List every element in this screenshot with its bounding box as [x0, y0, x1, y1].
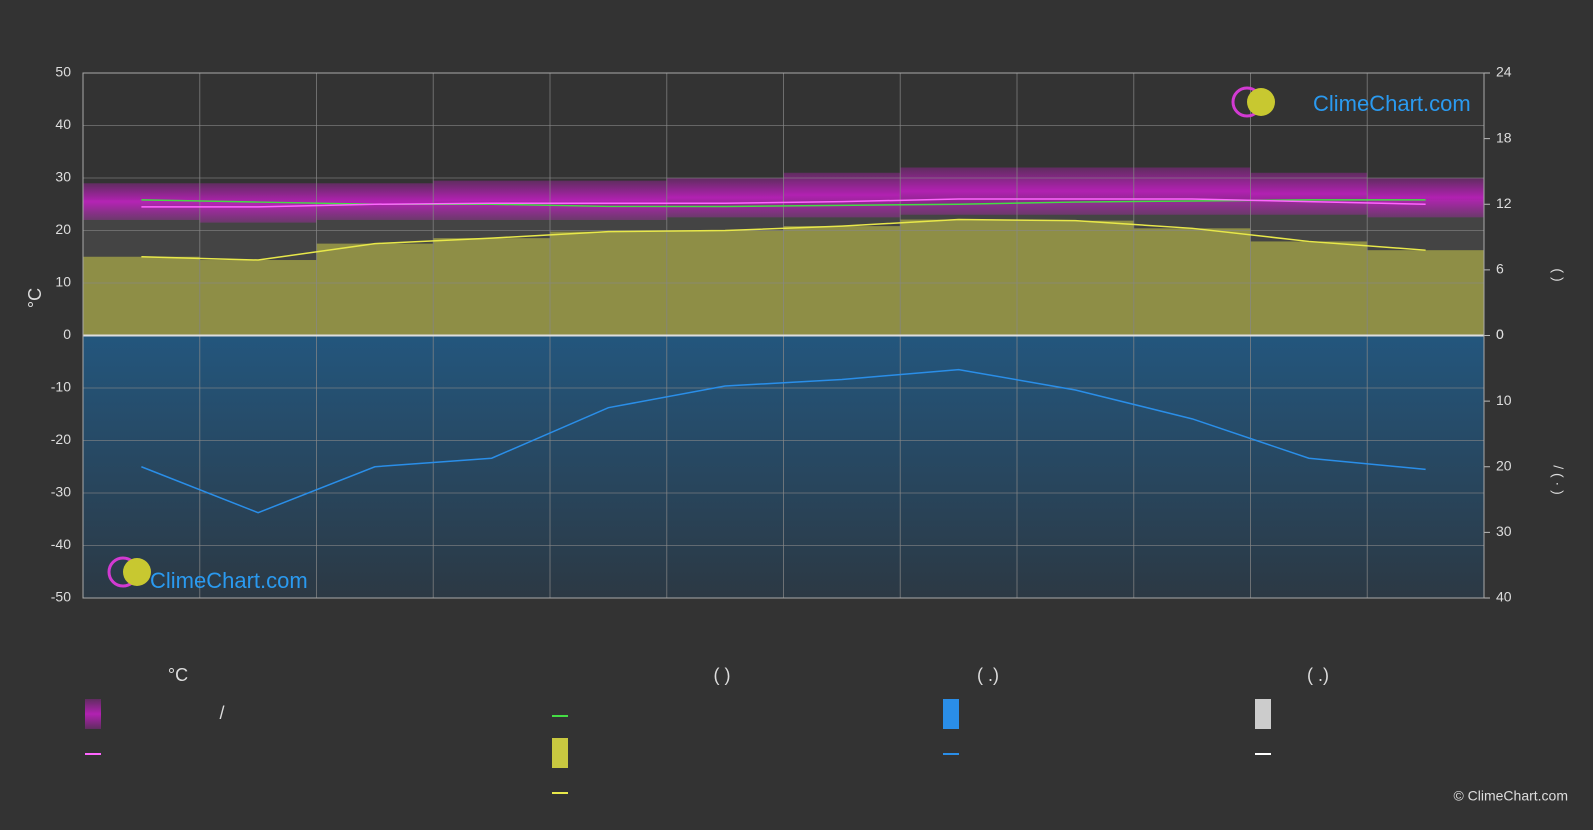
series-line	[141, 199, 1426, 208]
temperature-range	[1017, 167, 1134, 215]
y-tick-label: -10	[51, 379, 71, 395]
y2-tick-label: 6	[1496, 261, 1504, 277]
sunshine-bar	[1367, 250, 1484, 336]
temperature-range	[1367, 178, 1484, 218]
sunshine-bar	[1133, 228, 1251, 336]
temperature-range	[433, 180, 550, 220]
y2-tick-label: 0	[1496, 326, 1504, 342]
sunshine-bar	[433, 238, 550, 336]
y3-tick-label: 30	[1496, 523, 1512, 539]
sunshine-bar	[1250, 241, 1368, 336]
sunshine-bar	[900, 219, 1017, 336]
daylight-bar	[1133, 200, 1251, 336]
legend-header: ( )	[714, 665, 731, 685]
temperature-range	[1133, 167, 1251, 215]
y-tick-label: 50	[55, 64, 71, 80]
y-tick-label: 30	[55, 169, 71, 185]
daylight-bar	[550, 206, 667, 336]
series-line	[141, 368, 1426, 514]
daylight-bar	[316, 204, 434, 336]
legend-swatch	[552, 738, 568, 768]
y2-tick-label: 24	[1496, 64, 1512, 80]
y3-tick-label: 0	[1496, 326, 1504, 342]
sunshine-bar	[550, 231, 667, 336]
y2-tick-label: 12	[1496, 195, 1512, 211]
sunshine-bar	[783, 226, 901, 336]
y-tick-label: -40	[51, 536, 71, 552]
y-axis-label: °C	[25, 288, 45, 308]
y-tick-label: -30	[51, 484, 71, 500]
sunshine-bar	[316, 243, 434, 336]
daylight-bar	[199, 202, 317, 336]
temperature-range	[783, 172, 901, 218]
daylight-bar	[1367, 199, 1484, 336]
y3-axis-label: / ( · )	[1550, 465, 1566, 495]
y-tick-label: 10	[55, 274, 71, 290]
daylight-bar	[1017, 202, 1134, 336]
y2-tick-label: 18	[1496, 129, 1512, 145]
plot-frame	[82, 72, 1485, 599]
watermark: ClimeChart.com	[1313, 91, 1471, 116]
daylight-bar	[83, 199, 200, 336]
legend-header: ( .)	[977, 665, 999, 685]
logo-sun	[123, 558, 151, 586]
logo-sun	[1247, 88, 1275, 116]
daylight-bar	[666, 206, 784, 336]
legend: °C ( ) ( .) ( .) /	[85, 665, 1329, 794]
legend-header: ( .)	[1307, 665, 1329, 685]
temperature-range	[316, 183, 434, 220]
sunshine-bar	[1017, 220, 1134, 336]
y3-tick-label: 40	[1496, 589, 1512, 605]
legend-swatch	[85, 699, 101, 729]
temperature-range	[1250, 172, 1368, 215]
y2-axis-label: ( )	[1550, 268, 1566, 281]
y-tick-label: 40	[55, 116, 71, 132]
series-line	[141, 198, 1426, 208]
series-line	[141, 218, 1426, 261]
legend-text: /	[219, 703, 224, 723]
y-tick-label: 20	[55, 221, 71, 237]
copyright: © ClimeChart.com	[1453, 788, 1568, 804]
y-tick-label: -20	[51, 431, 71, 447]
legend-swatch	[943, 699, 959, 729]
daylight-bar	[433, 204, 550, 336]
temperature-range	[666, 178, 784, 218]
plot: -50-40-30-20-100102030405006121824010203…	[51, 64, 1512, 605]
legend-header: °C	[168, 665, 188, 685]
y3-tick-label: 10	[1496, 392, 1512, 408]
legend-swatch	[1255, 699, 1271, 729]
y-tick-label: 0	[63, 326, 71, 342]
y-tick-label: -50	[51, 589, 71, 605]
watermark: ClimeChart.com	[150, 568, 308, 593]
y3-tick-label: 20	[1496, 457, 1512, 473]
temperature-range	[83, 183, 200, 220]
temperature-range	[900, 167, 1017, 215]
sunshine-bar	[83, 256, 200, 336]
daylight-bar	[1250, 199, 1368, 336]
sunshine-bar	[199, 260, 317, 336]
daylight-bar	[900, 204, 1017, 336]
temperature-range	[550, 180, 667, 220]
